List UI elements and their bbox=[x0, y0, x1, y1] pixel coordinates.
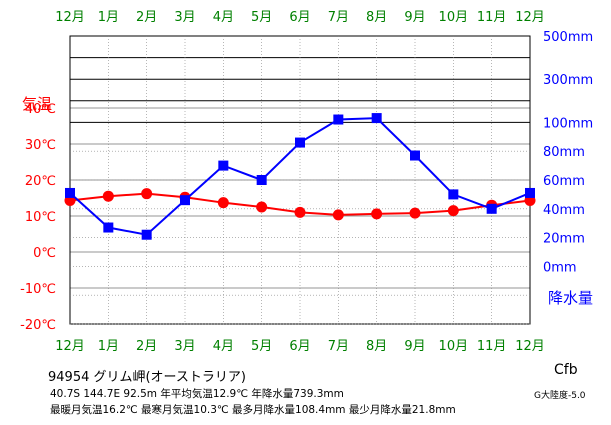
month-label-bottom: 11月 bbox=[477, 339, 507, 354]
temperature-point bbox=[371, 208, 383, 220]
month-label-bottom: 7月 bbox=[328, 339, 349, 354]
temperature-tick-label: 10℃ bbox=[25, 210, 56, 225]
temperature-axis-ticks: 40℃ 30℃ 20℃ 10℃ 0℃ -10℃ -20℃ bbox=[20, 102, 56, 333]
precipitation-point bbox=[103, 222, 114, 233]
chart-grid bbox=[69, 35, 531, 325]
temperature-tick-label: 40℃ bbox=[25, 102, 56, 117]
station-title: 94954 グリム岬(オーストラリア) bbox=[48, 370, 246, 385]
month-label-top: 1月 bbox=[98, 10, 119, 25]
temperature-point bbox=[447, 205, 459, 217]
precipitation-point bbox=[371, 113, 382, 124]
month-label-bottom: 10月 bbox=[439, 339, 469, 354]
month-label-top: 2月 bbox=[136, 10, 157, 25]
temperature-axis-label: 気温 bbox=[22, 95, 52, 113]
precipitation-point bbox=[486, 203, 497, 214]
temperature-tick-label: -10℃ bbox=[20, 282, 56, 297]
month-label-bottom: 6月 bbox=[289, 339, 310, 354]
precipitation-point bbox=[65, 187, 75, 198]
station-summary-line-2: 最暖月気温16.2℃ 最寒月気温10.3℃ 最多月降水量108.4mm 最少月降… bbox=[50, 404, 456, 416]
month-label-bottom: 9月 bbox=[404, 339, 425, 354]
temperature-point bbox=[409, 207, 421, 219]
precipitation-tick-label: 80mm bbox=[543, 145, 585, 160]
precipitation-series bbox=[65, 113, 535, 240]
temperature-point bbox=[294, 206, 306, 218]
month-label-top: 5月 bbox=[251, 10, 272, 25]
month-label-top: 11月 bbox=[477, 10, 507, 25]
month-label-top: 4月 bbox=[213, 10, 234, 25]
temperature-tick-label: 0℃ bbox=[33, 246, 56, 261]
month-label-bottom: 12月 bbox=[515, 339, 545, 354]
temperature-point bbox=[217, 197, 229, 209]
climate-chart: 12月 1月 2月 3月 4月 5月 6月 7月 8月 9月 10月 11月 12月 12月 1月 2月 3月… bbox=[20, 10, 593, 354]
precipitation-point bbox=[141, 229, 152, 240]
month-label-top: 8月 bbox=[366, 10, 387, 25]
temperature-point bbox=[141, 188, 153, 200]
month-label-top: 12月 bbox=[515, 10, 545, 25]
temperature-point bbox=[256, 201, 268, 213]
month-label-bottom: 4月 bbox=[213, 339, 234, 354]
precipitation-tick-label: 500mm bbox=[543, 30, 593, 45]
precipitation-point bbox=[295, 137, 305, 148]
month-label-top: 6月 bbox=[289, 10, 310, 25]
precipitation-point bbox=[333, 114, 344, 125]
precipitation-tick-label: 40mm bbox=[543, 203, 585, 218]
bottom-month-labels: 12月 1月 2月 3月 4月 5月 6月 7月 8月 9月 10月 11月 12月 bbox=[55, 339, 545, 354]
station-summary-line-1: 40.7S 144.7E 92.5m 年平均気温12.9℃ 年降水量739.3m… bbox=[50, 388, 344, 400]
precipitation-point bbox=[256, 175, 267, 185]
koppen-classification: Cfb bbox=[554, 362, 578, 378]
precipitation-tick-label: 0mm bbox=[543, 260, 577, 275]
precipitation-tick-label: 300mm bbox=[543, 73, 593, 88]
month-label-bottom: 3月 bbox=[174, 339, 195, 354]
month-label-top: 3月 bbox=[174, 10, 195, 25]
month-label-top: 7月 bbox=[328, 10, 349, 25]
precipitation-point bbox=[525, 187, 535, 198]
month-label-bottom: 1月 bbox=[98, 339, 119, 354]
precipitation-axis-ticks: 500mm 300mm 100mm 80mm 60mm 40mm 20mm 0mm bbox=[543, 30, 593, 275]
continentality-index: G大陸度-5.0 bbox=[534, 391, 586, 401]
month-label-bottom: 2月 bbox=[136, 339, 157, 354]
temperature-tick-label: 20℃ bbox=[25, 174, 56, 189]
temperature-point bbox=[332, 209, 344, 221]
month-label-top: 10月 bbox=[439, 10, 469, 25]
precipitation-tick-label: 20mm bbox=[543, 232, 585, 247]
precipitation-tick-label: 60mm bbox=[543, 174, 585, 189]
precipitation-point bbox=[410, 150, 420, 161]
month-label-top: 12月 bbox=[55, 10, 85, 25]
temperature-tick-label: 30℃ bbox=[25, 138, 56, 153]
month-label-bottom: 12月 bbox=[55, 339, 85, 354]
month-label-top: 9月 bbox=[404, 10, 425, 25]
precipitation-point bbox=[448, 189, 459, 200]
month-label-bottom: 8月 bbox=[366, 339, 387, 354]
precipitation-tick-label: 100mm bbox=[543, 116, 593, 131]
precipitation-point bbox=[180, 195, 190, 206]
month-label-bottom: 5月 bbox=[251, 339, 272, 354]
precipitation-point bbox=[218, 160, 229, 171]
top-month-labels: 12月 1月 2月 3月 4月 5月 6月 7月 8月 9月 10月 11月 12月 bbox=[55, 10, 545, 25]
precipitation-axis-label: 降水量 bbox=[548, 289, 593, 307]
temperature-point bbox=[102, 190, 114, 202]
temperature-tick-label: -20℃ bbox=[20, 318, 56, 333]
